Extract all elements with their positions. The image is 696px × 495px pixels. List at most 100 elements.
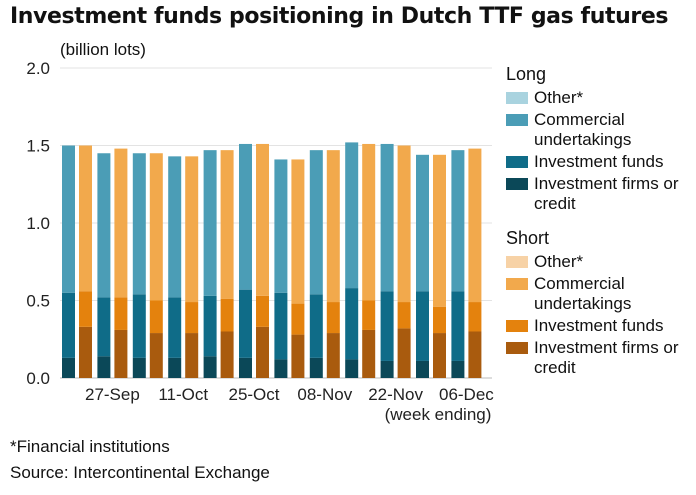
bar-short-segment [326, 302, 340, 334]
bar-short-segment [256, 295, 269, 327]
legend-item: Investment firms or credit [506, 338, 696, 378]
bar-long-segment [62, 292, 75, 358]
legend-short-title: Short [506, 228, 550, 248]
bar-short-segment [291, 303, 305, 335]
bar-short-segment [468, 331, 482, 378]
bar-short-segment [433, 333, 446, 378]
legend-item: Other* [506, 252, 696, 272]
y-tick-label: 2.0 [26, 59, 50, 78]
bar-long-segment [274, 359, 288, 378]
legend-swatch [506, 278, 528, 290]
bar-short-segment [185, 302, 199, 334]
bar-short-segment [326, 150, 340, 303]
bar-long-segment [416, 154, 429, 292]
bar-short-segment [114, 148, 128, 298]
bar-long-segment [168, 297, 182, 358]
bar-short-segment [256, 143, 269, 296]
legend-item: Commercial undertakings [506, 274, 696, 314]
bar-short-segment [220, 298, 234, 332]
bar-short-segment [185, 333, 199, 378]
legend-swatch [506, 156, 528, 168]
legend-label: Investment firms or credit [534, 174, 679, 213]
legend-item: Other* [506, 88, 696, 108]
bar-short-segment [397, 145, 411, 303]
bar-short-segment [433, 306, 446, 334]
source-note: Source: Intercontinental Exchange [10, 463, 270, 482]
bar-long-segment [416, 291, 429, 361]
bar-long-segment [380, 360, 394, 378]
legend-swatch [506, 178, 528, 190]
legend-swatch [506, 114, 528, 126]
legend-long: Long Other* Commercial undertakings Inve… [506, 64, 696, 216]
bar-short-segment [256, 326, 269, 378]
bar-short-segment [326, 333, 340, 378]
bar-short-segment [220, 150, 234, 299]
legend-short: Short Other* Commercial undertakings Inv… [506, 228, 696, 380]
bar-long-segment [416, 360, 429, 378]
bar-short-segment [397, 328, 411, 378]
y-tick-label: 1.0 [26, 214, 50, 233]
legend-item: Investment firms or credit [506, 174, 696, 214]
bar-long-segment [132, 294, 146, 358]
legend-long-title: Long [506, 64, 547, 84]
x-tick-label: 25-Oct [228, 385, 279, 404]
bar-long-segment [97, 356, 111, 378]
bar-short-segment [362, 300, 376, 330]
bar-long-segment [451, 291, 465, 361]
legend-label: Commercial undertakings [534, 274, 632, 313]
bar-short-segment [468, 148, 482, 303]
bar-long-segment [451, 150, 465, 292]
bar-long-segment [132, 153, 146, 295]
bar-short-segment [362, 143, 376, 301]
footnote: *Financial institutions [10, 437, 170, 456]
legend-swatch [506, 320, 528, 332]
bar-short-segment [468, 302, 482, 332]
y-tick-label: 0.0 [26, 369, 50, 388]
y-unit-label: (billion lots) [60, 40, 146, 59]
bar-long-segment [309, 294, 323, 358]
legend-label: Investment funds [534, 316, 664, 335]
bar-long-segment [239, 357, 252, 378]
x-tick-label: 22-Nov [368, 385, 423, 404]
bar-long-segment [239, 143, 252, 290]
bar-short-segment [397, 302, 411, 329]
legend-item: Investment funds [506, 152, 696, 172]
x-tick-label: 27-Sep [85, 385, 140, 404]
bar-short-segment [79, 291, 92, 327]
bar-long-segment [345, 359, 359, 378]
bar-long-segment [203, 356, 217, 378]
bar-long-segment [380, 143, 394, 292]
chart-title: Investment funds positioning in Dutch TT… [10, 4, 669, 29]
bar-long-segment [239, 289, 252, 358]
bar-short-segment [291, 159, 305, 304]
bar-short-segment [291, 334, 305, 378]
bar-short-segment [79, 326, 92, 378]
bar-short-segment [114, 297, 128, 330]
bar-long-segment [97, 297, 111, 357]
x-tick-label: 11-Oct [158, 385, 208, 404]
legend-label: Investment funds [534, 152, 664, 171]
bar-long-segment [309, 150, 323, 295]
bar-short-segment [149, 300, 163, 334]
x-tick-label: 08-Nov [297, 385, 352, 404]
bar-long-segment [62, 145, 75, 293]
y-tick-label: 0.5 [26, 292, 50, 311]
legend-swatch [506, 256, 528, 268]
bar-long-segment [203, 150, 217, 296]
bar-long-segment [168, 357, 182, 378]
bar-short-segment [114, 329, 128, 378]
legend-label: Other* [534, 252, 584, 271]
bar-short-segment [149, 333, 163, 378]
bar-long-segment [309, 357, 323, 378]
bar-long-segment [345, 142, 359, 289]
bar-short-segment [433, 154, 446, 307]
bar-short-segment [220, 331, 234, 378]
bar-long-segment [345, 288, 359, 360]
legend-label: Other* [534, 88, 584, 107]
bar-long-segment [380, 291, 394, 361]
bar-long-segment [274, 159, 288, 293]
bar-short-segment [185, 156, 199, 303]
legend-label: Commercial undertakings [534, 110, 632, 149]
legend-swatch [506, 342, 528, 354]
bar-long-segment [62, 357, 75, 378]
